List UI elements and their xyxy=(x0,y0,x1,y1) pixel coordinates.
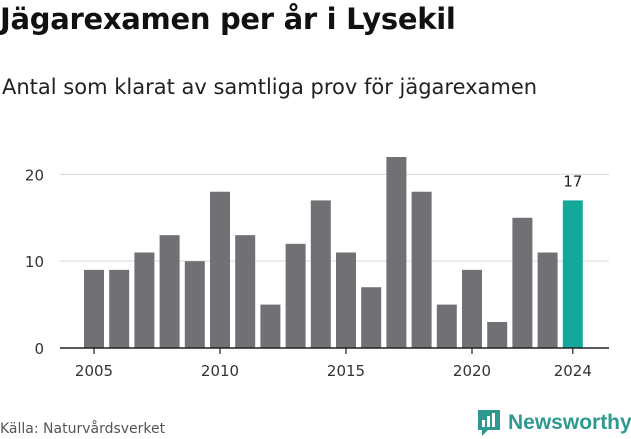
source-note: Källa: Naturvårdsverket xyxy=(0,421,166,437)
bar xyxy=(285,243,306,348)
newsworthy-logo-icon xyxy=(478,410,500,436)
bar xyxy=(537,252,558,348)
bar xyxy=(184,261,205,348)
x-tick-label: 2020 xyxy=(453,362,491,380)
bar xyxy=(134,252,155,348)
bar xyxy=(386,157,407,348)
bar xyxy=(411,191,432,348)
x-tick-label: 2015 xyxy=(327,362,365,380)
bar xyxy=(210,191,230,348)
bar xyxy=(487,321,508,348)
x-tick-label: 2024 xyxy=(554,362,592,380)
y-tick-label: 0 xyxy=(34,340,44,358)
y-tick-label: 10 xyxy=(25,253,44,271)
y-tick-label: 20 xyxy=(25,166,44,184)
bar xyxy=(84,269,104,348)
x-tick-label: 2005 xyxy=(75,362,113,380)
bar xyxy=(235,235,256,348)
bar xyxy=(260,304,281,348)
bar xyxy=(436,304,457,348)
data-label: 17 xyxy=(563,172,582,190)
bar xyxy=(512,217,533,348)
x-tick-label: 2010 xyxy=(201,362,239,380)
chart-subtitle: Antal som klarat av samtliga prov för jä… xyxy=(2,75,538,99)
bar-highlight xyxy=(562,200,583,348)
brand-logo: Newsworthy xyxy=(476,408,631,438)
bar xyxy=(310,200,331,348)
bar xyxy=(336,252,356,348)
bar xyxy=(159,235,180,348)
bar xyxy=(109,269,130,348)
bar xyxy=(462,269,482,348)
brand-name: Newsworthy xyxy=(508,411,631,434)
page-title: Jägarexamen per år i Lysekil xyxy=(0,2,456,36)
bar xyxy=(361,287,382,348)
